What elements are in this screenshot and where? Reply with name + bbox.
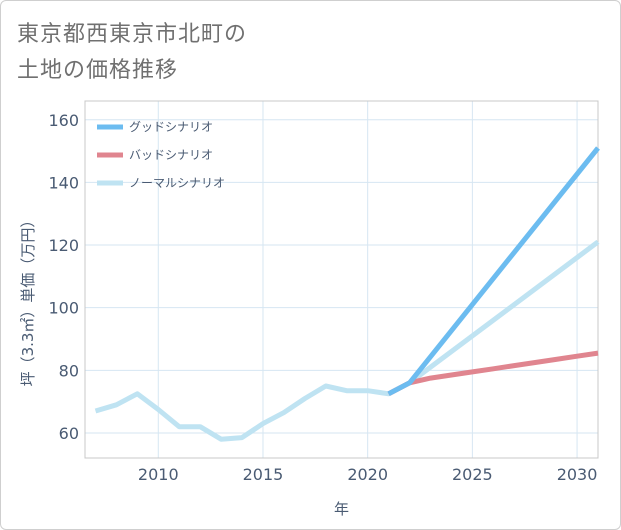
x-tick-label: 2015 xyxy=(243,465,284,484)
y-tick-label: 120 xyxy=(48,236,79,255)
x-tick-label: 2030 xyxy=(557,465,598,484)
y-tick-label: 140 xyxy=(48,173,79,192)
normal-scenario-line xyxy=(94,239,600,442)
series-lines xyxy=(94,146,600,442)
y-tick-label: 60 xyxy=(59,424,79,443)
plot-area-border xyxy=(84,100,599,459)
x-axis-title: 年 xyxy=(334,500,349,518)
y-tick-label: 100 xyxy=(48,299,79,318)
y-axis-title: 坪（3.3㎡）単価（万円） xyxy=(19,213,37,387)
chart-title-line-2: 土地の価格推移 xyxy=(17,58,179,83)
x-tick-label: 2020 xyxy=(347,465,388,484)
x-tick-label: 2010 xyxy=(138,465,179,484)
chart-title: 東京都西東京市北町の 土地の価格推移 xyxy=(17,17,337,89)
bad-scenario-line xyxy=(387,350,599,397)
chart-title-line-1: 東京都西東京市北町の xyxy=(17,22,248,47)
tick-labels: 2010 2015 2020 2025 2030 60 80 100 120 140 160 xyxy=(48,111,597,484)
normal-scenario-legend-label: ノーマルシナリオ xyxy=(129,176,225,190)
x-tick-label: 2025 xyxy=(452,465,493,484)
good-scenario-legend-label: グッドシナリオ xyxy=(129,120,213,134)
y-tick-label: 80 xyxy=(59,361,79,380)
good-scenario-line xyxy=(387,146,600,397)
bad-scenario-legend-label: バッドシナリオ xyxy=(129,148,213,162)
y-tick-label: 160 xyxy=(48,111,79,130)
